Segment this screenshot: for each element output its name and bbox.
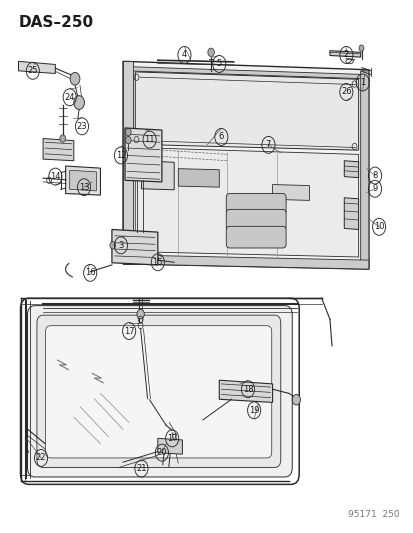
Circle shape (207, 48, 214, 56)
Text: 95171  250: 95171 250 (347, 510, 399, 519)
Polygon shape (157, 438, 182, 454)
Polygon shape (19, 61, 55, 74)
Polygon shape (65, 166, 100, 195)
Polygon shape (141, 161, 174, 190)
Text: 26: 26 (340, 87, 351, 96)
Text: 3: 3 (118, 241, 123, 250)
Text: 12: 12 (115, 151, 126, 160)
Polygon shape (112, 230, 157, 265)
Text: 22: 22 (36, 454, 46, 463)
FancyBboxPatch shape (45, 326, 271, 458)
Text: 20: 20 (156, 448, 167, 457)
Text: 15: 15 (152, 258, 163, 267)
Text: 23: 23 (76, 122, 87, 131)
Polygon shape (135, 148, 358, 257)
Circle shape (358, 45, 363, 51)
Circle shape (109, 241, 115, 249)
Text: 18: 18 (242, 385, 253, 394)
Polygon shape (344, 161, 358, 177)
Text: 13: 13 (78, 183, 89, 192)
Polygon shape (344, 198, 358, 230)
Circle shape (74, 96, 84, 109)
Polygon shape (178, 168, 219, 187)
FancyBboxPatch shape (226, 209, 285, 231)
Text: 5: 5 (216, 60, 221, 68)
Polygon shape (127, 67, 365, 79)
Text: DAS–250: DAS–250 (19, 15, 93, 30)
Circle shape (125, 136, 131, 144)
Text: 4: 4 (181, 51, 187, 60)
Polygon shape (272, 184, 309, 200)
Text: 9: 9 (372, 184, 377, 193)
Polygon shape (123, 61, 133, 264)
Circle shape (70, 72, 80, 85)
FancyBboxPatch shape (27, 305, 292, 477)
Polygon shape (69, 170, 96, 191)
Text: 21: 21 (136, 464, 146, 473)
Text: 2: 2 (343, 51, 348, 60)
Text: 17: 17 (166, 434, 177, 443)
Text: 11: 11 (144, 135, 154, 144)
Text: 25: 25 (28, 66, 38, 75)
Circle shape (125, 128, 131, 136)
Text: 1: 1 (359, 78, 365, 87)
Polygon shape (360, 71, 368, 269)
Polygon shape (123, 255, 368, 269)
Text: 8: 8 (371, 171, 377, 180)
Polygon shape (125, 128, 161, 182)
Polygon shape (123, 61, 368, 269)
Circle shape (60, 135, 65, 142)
Circle shape (292, 394, 300, 405)
Text: 19: 19 (248, 406, 259, 415)
Text: 7: 7 (265, 140, 271, 149)
Text: 16: 16 (85, 268, 95, 277)
Polygon shape (219, 380, 272, 402)
FancyBboxPatch shape (226, 193, 285, 215)
Polygon shape (135, 72, 358, 150)
FancyBboxPatch shape (226, 227, 285, 248)
Text: 14: 14 (50, 172, 60, 181)
Polygon shape (43, 139, 74, 161)
Text: 10: 10 (373, 222, 383, 231)
Text: 24: 24 (64, 93, 75, 102)
Text: 17: 17 (123, 327, 134, 335)
FancyBboxPatch shape (37, 315, 280, 467)
Circle shape (137, 309, 144, 319)
Polygon shape (329, 51, 360, 57)
Text: 6: 6 (218, 132, 223, 141)
